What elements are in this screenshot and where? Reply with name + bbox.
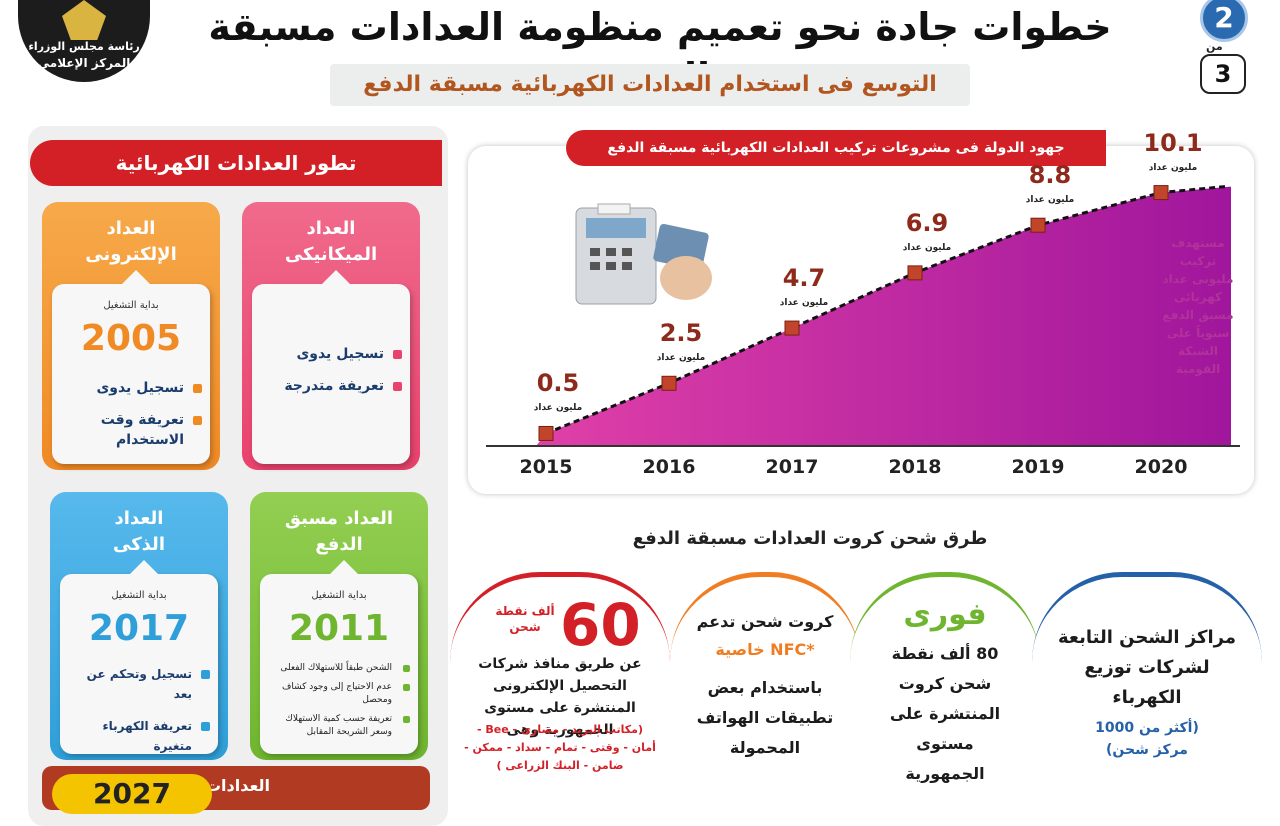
outlets-description: عن طريق منافذ شركات التحصيل الإلكترونى ا… — [478, 656, 642, 738]
card-title-line-2: الدفع — [315, 534, 363, 555]
data-point — [1030, 217, 1046, 233]
page-subtitle: التوسع فى استخدام العدادات الكهربائية مس… — [330, 64, 970, 106]
prepaid-meter-card: العداد مسبق الدفع بداية التشغيل 2011 الشح… — [250, 492, 428, 760]
list-item: تسجيل يدوى — [284, 344, 402, 364]
card-title-line-1: العداد — [306, 218, 356, 239]
list-item: تعريفة متدرجة — [284, 376, 402, 396]
list-item: تسجيل وتحكم عن بعد — [70, 664, 210, 704]
data-point — [1153, 185, 1169, 201]
start-label: بداية التشغيل — [111, 590, 167, 601]
data-label: 8.8 — [1028, 161, 1072, 190]
page-number: 2 — [1200, 0, 1248, 42]
data-label: 6.9 — [905, 208, 949, 237]
card-title-line-1: العداد مسبق — [284, 508, 394, 529]
nfc-line-2: باستخدام بعض تطبيقات الهواتف المحمولة — [696, 678, 834, 757]
mechanical-meter-card: العداد الميكانيكى تسجيل يدوى تعريفة متدرج… — [242, 202, 420, 470]
x-tick-label: 2017 — [765, 456, 819, 478]
card-title: العداد الذكى — [50, 506, 228, 558]
electronic-meter-card: العداد الإلكترونى بداية التشغيل 2005 تسجي… — [42, 202, 220, 470]
feature-list: تسجيل يدوى تعريفة وقت الاستخدام — [52, 378, 202, 462]
chart-title: جهود الدولة فى مشروعات تركيب العدادات ال… — [566, 130, 1106, 166]
card-title-line-2: الميكانيكى — [284, 244, 378, 265]
data-unit-label: مليون عداد — [1148, 162, 1198, 173]
page-total: 3 — [1200, 54, 1246, 94]
data-point — [538, 425, 554, 441]
data-point — [784, 320, 800, 336]
fawry-logo: فورى — [903, 597, 987, 632]
list-item: تسجيل يدوى — [52, 378, 202, 398]
media-center-logo: رئاسة مجلس الوزراء المركز الإعلامى — [18, 0, 150, 82]
logo-line-2: المركز الإعلامى — [37, 56, 131, 70]
outlets-count: 60 — [560, 591, 641, 659]
smart-meter-card: العداد الذكى بداية التشغيل 2017 تسجيل وتح… — [50, 492, 228, 760]
data-unit-label: مليون عداد — [1025, 195, 1075, 206]
start-label: بداية التشغيل — [311, 590, 367, 601]
start-year: 2005 — [80, 318, 182, 359]
card-title-line-1: العداد — [106, 218, 156, 239]
payment-methods-title: طرق شحن كروت العدادات مسبقة الدفع — [632, 528, 988, 549]
payment-method-centers: مراكز الشحن التابعة لشركات توزيع الكهربا… — [1032, 572, 1262, 803]
page-of-label: من — [1206, 40, 1223, 53]
outlets-unit: ألف نقطة شحن — [495, 604, 555, 634]
nfc-line-1: كروت شحن تدعم — [696, 612, 834, 631]
card-body: بداية التشغيل 2017 تسجيل وتحكم عن بعد تع… — [60, 560, 218, 754]
list-item: تعريفة الكهرباء متغيرة — [70, 716, 210, 756]
payment-method-nfc: كروت شحن تدعم خاصية NFC* باستخدام بعض تط… — [670, 572, 860, 803]
list-item: تعريفة حسب كمية الاستهلاك وسعر الشريحة ا… — [270, 713, 410, 739]
card-body: بداية التشغيل 2011 الشحن طبقاً للاستهلاك… — [260, 560, 418, 754]
x-tick-label: 2018 — [888, 456, 942, 478]
data-label: 0.5 — [536, 369, 580, 398]
start-year: 2011 — [288, 608, 390, 649]
start-label: بداية التشغيل — [103, 300, 159, 311]
data-unit-label: مليون عداد — [902, 242, 952, 253]
payment-method-outlets: 60 ألف نقطة شحن عن طريق منافذ شركات التح… — [450, 572, 670, 803]
prepaid-meter-illustration — [575, 203, 712, 305]
outlets-companies: (مكاتب البريد - مصارى - Bee - أمان - وقت… — [464, 723, 656, 772]
page-indicator: 2 من 3 — [1196, 0, 1250, 94]
chart-side-note: مستهدف تركيب مليونى عداد كهربائى مسبق ال… — [1162, 236, 1234, 376]
x-tick-label: 2015 — [519, 456, 573, 478]
start-year: 2017 — [88, 608, 190, 649]
card-title-line-1: العداد — [114, 508, 164, 529]
centers-description: مراكز الشحن التابعة لشركات توزيع الكهربا… — [1058, 627, 1236, 708]
card-title: العداد مسبق الدفع — [250, 506, 428, 558]
payment-method-fawry: فورى 80 ألف نقطة شحن كروت المنتشرة على م… — [850, 572, 1040, 803]
data-unit-label: مليون عداد — [533, 403, 583, 414]
card-body: بداية التشغيل 2005 تسجيل يدوى تعريفة وقت… — [52, 270, 210, 464]
feature-list: تسجيل وتحكم عن بعد تعريفة الكهرباء متغير… — [70, 664, 210, 768]
data-label: 2.5 — [659, 319, 703, 348]
x-tick-label: 2019 — [1011, 456, 1065, 478]
card-title-line-2: الإلكترونى — [85, 244, 177, 265]
prepaid-meters-chart — [486, 185, 1240, 447]
list-item: تعريفة وقت الاستخدام — [52, 410, 202, 450]
list-item: عدم الاحتياج إلى وجود كشاف ومحصل — [270, 681, 410, 707]
card-body: تسجيل يدوى تعريفة متدرجة — [252, 270, 410, 464]
chart-area — [536, 186, 1231, 446]
data-label: 4.7 — [782, 264, 826, 293]
feature-list: تسجيل يدوى تعريفة متدرجة — [284, 344, 402, 408]
card-title: العداد الميكانيكى — [242, 216, 420, 268]
logo-line-1: رئاسة مجلس الوزراء — [28, 40, 140, 53]
fawry-description: 80 ألف نقطة شحن كروت المنتشرة على مستوى … — [889, 644, 1001, 783]
card-title: العداد الإلكترونى — [42, 216, 220, 268]
data-point — [661, 375, 677, 391]
nfc-feature: خاصية NFC* — [715, 640, 815, 659]
list-item: الشحن طبقاً للاستهلاك الفعلى — [270, 662, 410, 675]
meters-evolution-header: تطور العدادات الكهربائية — [30, 140, 442, 186]
x-tick-label: 2016 — [642, 456, 696, 478]
card-title-line-2: الذكى — [112, 534, 165, 555]
centers-note: (أكثر من 1000 مركز شحن) — [1095, 720, 1199, 758]
feature-list: الشحن طبقاً للاستهلاك الفعلى عدم الاحتيا… — [270, 662, 410, 745]
data-point — [907, 265, 923, 281]
data-unit-label: مليون عداد — [656, 353, 706, 364]
x-tick-label: 2020 — [1134, 456, 1188, 478]
data-label: 10.1 — [1143, 128, 1203, 157]
data-unit-label: مليون عداد — [779, 298, 829, 309]
